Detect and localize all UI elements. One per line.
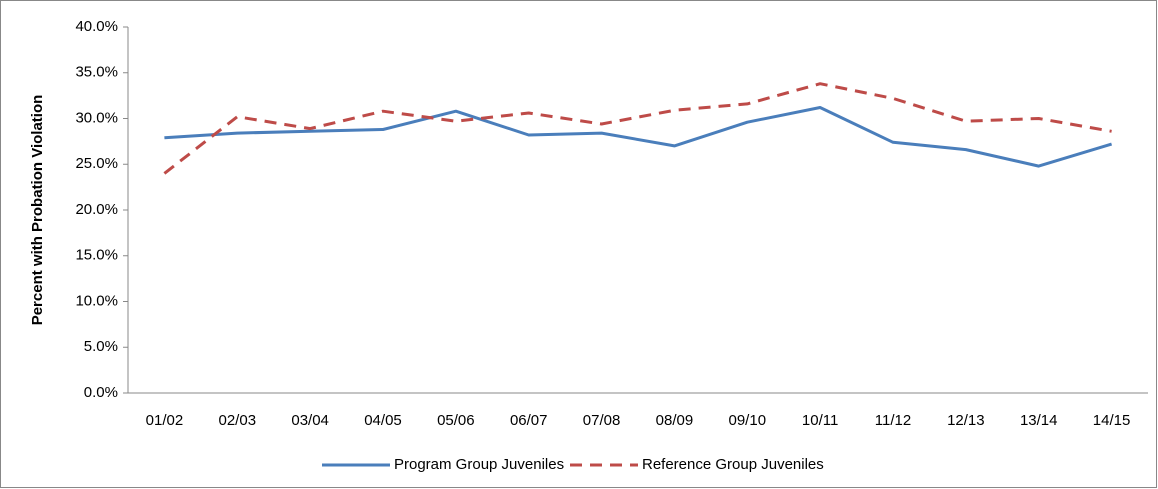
series-line [163, 82, 1112, 175]
y-tick-label: 0.0% [84, 384, 118, 401]
x-tick-label: 02/03 [219, 412, 257, 429]
x-tick-label: 03/04 [291, 412, 329, 429]
x-tick-label: 12/13 [947, 412, 985, 429]
x-tick-label: 14/15 [1093, 412, 1131, 429]
x-tick-label: 09/10 [729, 412, 767, 429]
x-tick-label: 08/09 [656, 412, 694, 429]
legend-label: Program Group Juveniles [394, 456, 564, 473]
y-axis-label: Percent with Probation Violation [29, 95, 46, 326]
x-tick-label: 04/05 [364, 412, 402, 429]
y-tick-label: 25.0% [75, 155, 118, 172]
y-tick-label: 30.0% [75, 109, 118, 126]
x-tick-label: 05/06 [437, 412, 475, 429]
y-tick-label: 15.0% [75, 247, 118, 264]
y-tick-label: 35.0% [75, 64, 118, 81]
x-tick-label: 11/12 [875, 412, 911, 429]
y-tick-label: 5.0% [84, 338, 118, 355]
x-tick-label: 06/07 [510, 412, 548, 429]
x-tick-label: 13/14 [1020, 412, 1058, 429]
series-line [164, 106, 1113, 168]
x-tick-label: 01/02 [146, 412, 184, 429]
x-tick-label: 10/11 [802, 412, 838, 429]
legend-label: Reference Group Juveniles [642, 456, 824, 473]
x-tick-label: 07/08 [583, 412, 621, 429]
y-tick-label: 40.0% [75, 18, 118, 35]
y-tick-label: 10.0% [75, 292, 118, 309]
y-tick-label: 20.0% [75, 201, 118, 218]
